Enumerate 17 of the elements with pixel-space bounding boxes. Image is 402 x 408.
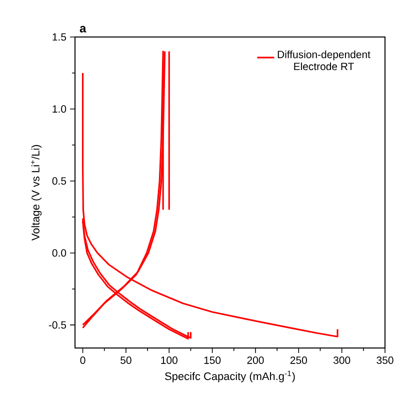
x-tick-label: 100 — [161, 356, 178, 364]
x-axis-title: Specifc Capacity (mAh.g$^{-1}$) — [165, 370, 295, 382]
y-tick-label: 0.5 — [52, 177, 66, 185]
y-tick-label: -0.5 — [48, 321, 66, 329]
y-tick-label: 1.0 — [52, 105, 66, 113]
x-tick-label: 150 — [204, 356, 221, 364]
y-axis-title: Voltage (V vs Li$^{+}$/Li) — [30, 145, 42, 241]
chart-title: a — [80, 26, 86, 32]
y-tick-label: 1.5 — [52, 33, 66, 41]
x-tick-label: 50 — [120, 356, 132, 364]
x-tick-label: 200 — [247, 356, 264, 364]
x-tick-label: 300 — [333, 356, 350, 364]
x-tick-label: 250 — [290, 356, 307, 364]
y-tick-label: 0.0 — [52, 249, 66, 257]
legend-label: Diffusion-dependent Electrode RT — [278, 50, 370, 70]
x-tick-label: 0 — [80, 356, 86, 364]
x-tick-label: 350 — [376, 356, 394, 364]
